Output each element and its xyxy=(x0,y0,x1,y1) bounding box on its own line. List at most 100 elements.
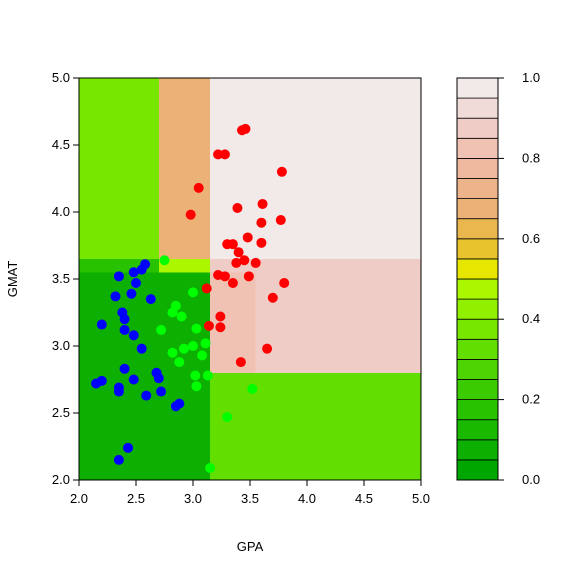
scatter-point xyxy=(242,232,253,243)
scatter-point xyxy=(110,291,121,302)
colorbar-swatch xyxy=(456,399,499,421)
scatter-point xyxy=(203,320,214,331)
colorbar-swatch xyxy=(456,439,499,461)
scatter-point xyxy=(201,283,212,294)
scatter-point xyxy=(176,311,187,322)
scatter-point xyxy=(233,247,244,258)
y-tick-label: 3.5 xyxy=(52,271,70,286)
y-tick-label: 3.0 xyxy=(52,338,70,353)
scatter-point xyxy=(222,412,233,423)
colorbar-swatch xyxy=(456,77,499,99)
scatter-point xyxy=(235,357,246,368)
scatter-point xyxy=(145,294,156,305)
scatter-point xyxy=(141,390,152,401)
scatter-point xyxy=(119,363,130,374)
scatter-point xyxy=(262,343,273,354)
scatter-point xyxy=(190,370,201,381)
scatter-point xyxy=(128,267,139,278)
scatter-point xyxy=(243,271,254,282)
scatter-points xyxy=(91,123,290,473)
y-tick-label: 2.0 xyxy=(52,472,70,487)
scatter-point xyxy=(159,255,170,266)
heatmap-cell xyxy=(255,272,421,373)
scatter-point xyxy=(240,123,251,134)
scatter-point xyxy=(191,323,202,334)
scatter-point xyxy=(191,381,202,392)
scatter-point xyxy=(227,278,238,289)
scatter-point xyxy=(136,343,147,354)
x-tick-label: 4.5 xyxy=(355,491,373,506)
colorbar-tick-label: 0.6 xyxy=(522,231,540,246)
scatter-point xyxy=(119,324,130,335)
scatter-point xyxy=(96,319,107,330)
colorbar-swatch xyxy=(456,358,499,380)
scatter-point xyxy=(276,166,287,177)
scatter-point xyxy=(178,343,189,354)
x-tick-label: 2.5 xyxy=(127,491,145,506)
x-axis-title: GPA xyxy=(237,539,264,554)
scatter-point xyxy=(202,370,213,381)
colorbar-swatch xyxy=(456,97,499,119)
colorbar-swatch xyxy=(456,379,499,401)
scatter-point xyxy=(174,357,185,368)
scatter-point xyxy=(256,237,267,248)
colorbar-swatch xyxy=(456,117,499,139)
x-tick-label: 5.0 xyxy=(412,491,430,506)
heatmap-background xyxy=(79,78,421,480)
scatter-point xyxy=(250,257,261,268)
colorbar-tick-label: 0.0 xyxy=(522,472,540,487)
colorbar-tick-label: 0.8 xyxy=(522,150,540,165)
scatter-point xyxy=(188,287,198,298)
scatter-point xyxy=(231,257,242,268)
scatter-point xyxy=(232,202,243,213)
y-tick-label: 5.0 xyxy=(52,70,70,85)
x-tick-label: 3.5 xyxy=(241,491,259,506)
colorbar-swatch xyxy=(456,238,499,260)
colorbar-swatch xyxy=(456,318,499,340)
scatter-point xyxy=(200,338,211,349)
heatmap-cell xyxy=(158,78,211,259)
scatter-point xyxy=(136,264,147,275)
scatter-point xyxy=(279,278,290,289)
scatter-point xyxy=(91,378,102,389)
y-tick-label: 4.5 xyxy=(52,137,70,152)
scatter-point xyxy=(215,311,226,322)
scatter-point xyxy=(197,350,208,361)
heatmap-cell xyxy=(210,372,421,480)
colorbar-axis: 0.0 0.2 0.4 0.6 0.8 1.0 xyxy=(498,70,540,487)
y-axis: 2.0 2.5 3.0 3.5 4.0 4.5 5.0 xyxy=(52,70,79,487)
colorbar-swatch xyxy=(456,338,499,360)
heatmap-cell xyxy=(210,258,421,273)
scatter-point xyxy=(267,292,278,303)
colorbar-swatch xyxy=(456,278,499,300)
scatter-point xyxy=(123,442,134,453)
scatter-point xyxy=(227,239,238,250)
colorbar xyxy=(456,77,499,481)
colorbar-swatch xyxy=(456,298,499,320)
colorbar-swatch xyxy=(456,419,499,441)
scatter-point xyxy=(113,454,124,465)
scatter-point xyxy=(113,271,124,282)
x-axis: 2.0 2.5 3.0 3.5 4.0 4.5 5.0 xyxy=(70,480,430,506)
scatter-point xyxy=(257,198,268,209)
colorbar-swatch xyxy=(456,258,499,280)
x-tick-label: 4.0 xyxy=(298,491,316,506)
colorbar-swatch xyxy=(456,157,499,179)
scatter-point xyxy=(126,288,137,299)
scatter-point xyxy=(188,341,198,351)
scatter-point xyxy=(128,374,139,385)
colorbar-tick-label: 1.0 xyxy=(522,70,540,85)
y-tick-label: 4.0 xyxy=(52,204,70,219)
scatter-point xyxy=(170,401,181,412)
scatter-point xyxy=(167,307,178,318)
colorbar-tick-label: 0.2 xyxy=(522,392,540,407)
scatter-point xyxy=(131,278,141,289)
scatter-point xyxy=(119,314,130,325)
heatmap-cell xyxy=(210,272,256,373)
colorbar-swatch xyxy=(456,218,499,240)
scatter-point xyxy=(156,386,167,397)
scatter-point xyxy=(128,330,139,341)
colorbar-tick-label: 0.4 xyxy=(522,311,540,326)
heatmap-cell xyxy=(79,78,159,259)
